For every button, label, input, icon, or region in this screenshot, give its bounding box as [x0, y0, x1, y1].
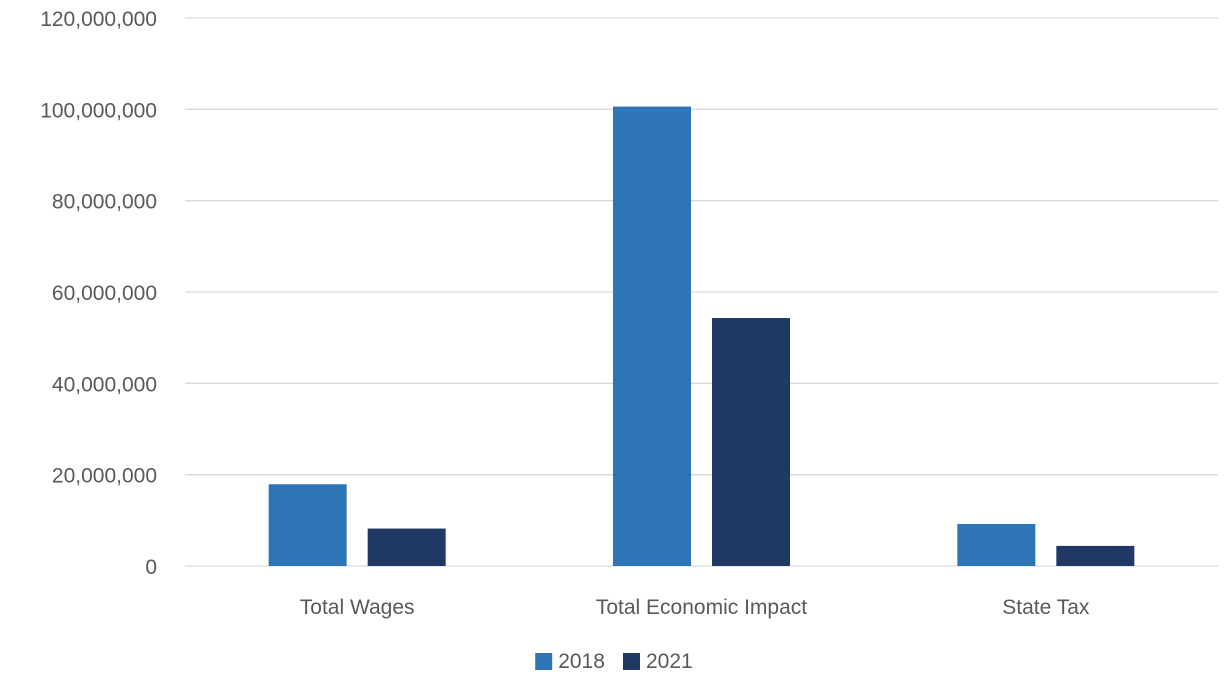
bar-2018-state-tax: [957, 523, 1036, 566]
x-category-label: Total Economic Impact: [596, 596, 807, 619]
legend-swatch-2018: [535, 653, 553, 670]
y-tick-label: 120,000,000: [40, 8, 157, 31]
bar-2021-total-wages: [367, 528, 446, 566]
legend-label-2018: 2018: [558, 650, 605, 673]
legend: 2018 2021: [535, 650, 693, 673]
bar-2021-total-economic-impact: [712, 318, 790, 566]
y-tick-label: 20,000,000: [52, 465, 157, 488]
bars: [268, 106, 1135, 567]
x-category-label: Total Wages: [300, 596, 415, 619]
bar-2018-total-wages: [268, 484, 347, 566]
y-tick-label: 0: [145, 556, 157, 579]
y-tick-label: 80,000,000: [52, 191, 157, 214]
y-tick-label: 40,000,000: [52, 373, 157, 396]
legend-label-2021: 2021: [646, 650, 693, 673]
y-tick-label: 100,000,000: [40, 99, 157, 122]
y-axis-tick-labels: 0 20,000,000 40,000,000 60,000,000 80,000,00…: [40, 8, 157, 579]
y-tick-label: 60,000,000: [52, 282, 157, 305]
bar-2021-state-tax: [1056, 545, 1135, 566]
bar-2018-total-economic-impact: [613, 106, 691, 567]
gridlines: [185, 17, 1218, 567]
x-category-label: State Tax: [1002, 596, 1090, 619]
legend-swatch-2021: [623, 653, 640, 670]
x-axis-category-labels: Total Wages Total Economic Impact State Ta…: [300, 596, 1090, 619]
